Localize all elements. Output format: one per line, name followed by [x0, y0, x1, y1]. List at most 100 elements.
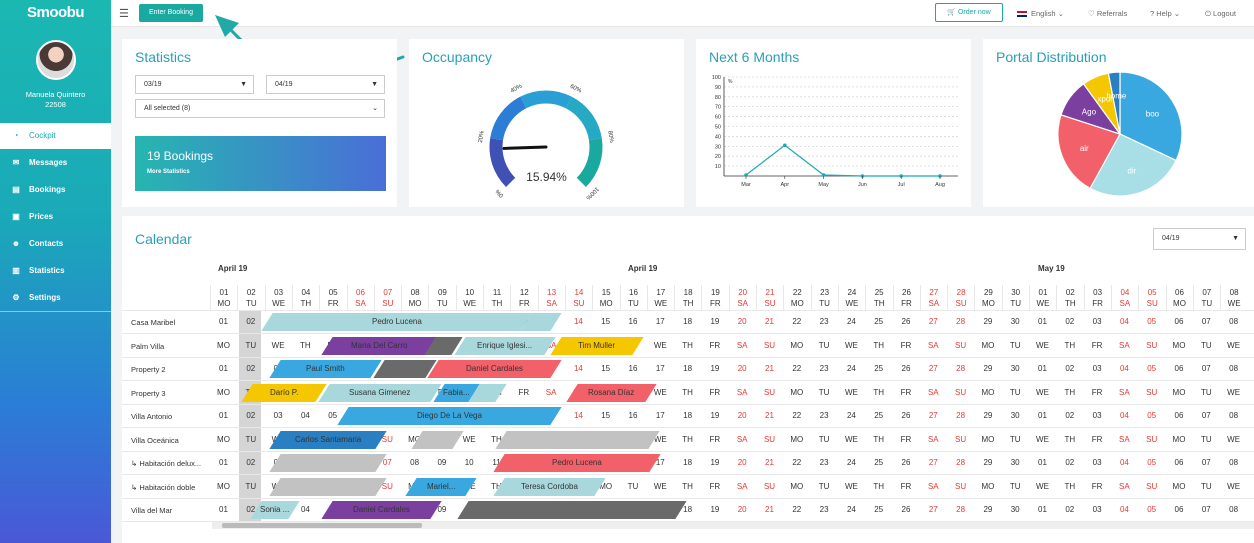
booking-bar[interactable]: Daniel Cardales — [427, 360, 562, 378]
language-selector[interactable]: English ⌄ — [1017, 0, 1064, 27]
booking-bar[interactable]: Paul Smith — [269, 360, 382, 378]
sidebar-item-cockpit[interactable]: ◔ Cockpit — [0, 123, 111, 149]
day-cell[interactable]: 22 — [792, 458, 802, 467]
day-cell[interactable]: 26 — [901, 505, 911, 514]
day-cell[interactable]: TH — [873, 481, 885, 491]
day-cell[interactable]: 08 — [1229, 458, 1239, 467]
day-cell[interactable]: MO — [1172, 340, 1186, 350]
day-cell[interactable]: 09 — [437, 505, 447, 514]
day-cell[interactable]: 26 — [901, 411, 911, 420]
day-cell[interactable]: MO — [217, 387, 230, 397]
sidebar-item-messages[interactable]: ✉ Messages — [0, 150, 111, 176]
day-cell[interactable]: 11 — [492, 458, 501, 467]
day-cell[interactable]: SU — [763, 434, 776, 444]
day-cell[interactable]: FR — [1091, 434, 1103, 444]
booking-bar[interactable]: Daniel Cardales — [321, 501, 442, 519]
app-logo[interactable]: Smoobu — [27, 4, 85, 21]
day-cell[interactable]: 21 — [765, 458, 774, 467]
day-cell[interactable]: 03 — [1092, 411, 1102, 420]
day-cell[interactable]: MO — [1172, 387, 1186, 397]
day-cell[interactable]: FR — [709, 481, 721, 491]
day-cell[interactable]: MO — [217, 434, 230, 444]
property-name[interactable]: Villa Oceánica — [131, 435, 179, 445]
day-cell[interactable]: FR — [900, 481, 912, 491]
day-cell[interactable]: 07 — [382, 458, 392, 467]
day-cell[interactable]: 15 — [601, 411, 611, 420]
day-cell[interactable]: FR — [709, 340, 721, 350]
day-cell[interactable]: 29 — [983, 458, 993, 467]
day-cell[interactable]: 30 — [1010, 317, 1020, 326]
day-cell[interactable]: 05 — [1147, 458, 1157, 467]
day-cell[interactable]: FR — [900, 340, 912, 350]
day-cell[interactable]: SA — [736, 434, 748, 444]
day-cell[interactable]: TH — [1064, 434, 1076, 444]
day-cell[interactable]: 04 — [300, 505, 310, 514]
day-cell[interactable]: 26 — [901, 317, 911, 326]
day-cell[interactable]: 05 — [328, 411, 338, 420]
day-cell[interactable]: 20 — [737, 458, 747, 467]
day-cell[interactable]: SA — [927, 340, 939, 350]
day-cell[interactable]: 28 — [956, 505, 966, 514]
day-cell[interactable]: 21 — [765, 411, 774, 420]
day-cell[interactable]: SA — [1119, 340, 1130, 350]
day-cell[interactable]: FR — [518, 387, 530, 397]
day-cell[interactable]: 01 — [1038, 364, 1047, 373]
day-cell[interactable]: 22 — [792, 364, 802, 373]
day-cell[interactable]: TU — [245, 481, 257, 491]
day-cell[interactable]: 25 — [874, 458, 884, 467]
day-cell[interactable]: TU — [1009, 387, 1021, 397]
day-cell[interactable]: 27 — [928, 505, 938, 514]
day-cell[interactable]: 02 — [1065, 411, 1075, 420]
day-cell[interactable]: 02 — [246, 317, 256, 326]
property-name[interactable]: Villa Antonio — [131, 412, 173, 421]
day-cell[interactable]: MO — [599, 481, 613, 491]
day-cell[interactable]: 18 — [683, 505, 693, 514]
day-cell[interactable]: 20 — [737, 505, 747, 514]
day-cell[interactable]: SU — [763, 387, 776, 397]
day-cell[interactable]: 19 — [710, 505, 720, 514]
day-cell[interactable]: 14 — [573, 411, 583, 420]
day-cell[interactable]: 04 — [1119, 317, 1129, 326]
day-cell[interactable]: 21 — [765, 317, 774, 326]
day-cell[interactable]: TH — [1064, 340, 1076, 350]
day-cell[interactable]: FR — [1091, 340, 1103, 350]
day-cell[interactable]: 05 — [1147, 505, 1157, 514]
day-cell[interactable]: TH — [873, 340, 885, 350]
day-cell[interactable]: 06 — [1174, 364, 1184, 373]
day-cell[interactable]: SA — [736, 481, 748, 491]
sidebar-item-settings[interactable]: ⚙ Settings — [0, 285, 111, 311]
day-cell[interactable]: TU — [1009, 481, 1021, 491]
day-cell[interactable]: 22 — [792, 505, 802, 514]
day-cell[interactable]: 23 — [819, 317, 829, 326]
sidebar-item-prices[interactable]: ▣ Prices — [0, 204, 111, 230]
day-cell[interactable]: TU — [1009, 340, 1021, 350]
day-cell[interactable]: SU — [1146, 340, 1158, 350]
day-cell[interactable]: SU — [1146, 387, 1158, 397]
day-cell[interactable]: TU — [627, 481, 639, 491]
booking-bar[interactable] — [269, 454, 387, 472]
day-cell[interactable]: 19 — [710, 364, 720, 373]
booking-bar[interactable]: Darío P. — [241, 383, 327, 402]
day-cell[interactable]: 16 — [628, 317, 638, 326]
day-cell[interactable]: 02 — [1065, 317, 1075, 326]
day-cell[interactable]: 17 — [655, 458, 665, 467]
day-cell[interactable]: 03 — [1092, 505, 1102, 514]
booking-bar[interactable]: Mariel... — [405, 477, 477, 496]
day-cell[interactable]: 30 — [1010, 364, 1020, 373]
day-cell[interactable]: 01 — [219, 411, 228, 420]
day-cell[interactable]: 27 — [928, 411, 938, 420]
day-cell[interactable]: SA — [545, 340, 557, 350]
day-cell[interactable]: 23 — [819, 411, 829, 420]
day-cell[interactable]: 27 — [928, 458, 938, 467]
day-cell[interactable]: 25 — [874, 317, 884, 326]
day-cell[interactable]: 29 — [983, 364, 993, 373]
day-cell[interactable]: WE — [653, 340, 667, 350]
day-cell[interactable]: FR — [1091, 387, 1103, 397]
day-cell[interactable]: 24 — [846, 505, 856, 514]
day-cell[interactable]: 30 — [1010, 458, 1020, 467]
day-cell[interactable]: 26 — [901, 458, 911, 467]
day-cell[interactable]: 01 — [219, 317, 228, 326]
day-cell[interactable]: MO — [981, 481, 995, 491]
day-cell[interactable]: TH — [1064, 387, 1076, 397]
more-statistics-link[interactable]: More Statistics — [147, 169, 190, 175]
